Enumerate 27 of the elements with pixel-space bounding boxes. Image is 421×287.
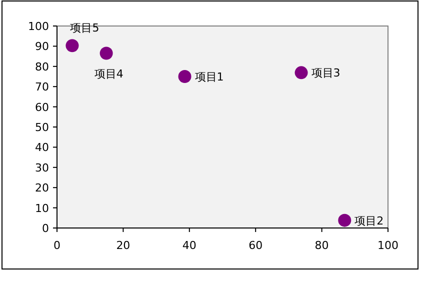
y-tick-label: 80 — [35, 60, 49, 74]
x-tick-label: 20 — [116, 239, 130, 252]
x-tick-label: 100 — [378, 239, 398, 252]
point — [100, 46, 113, 60]
point — [178, 70, 192, 83]
y-tick-label: 20 — [35, 182, 49, 195]
annotation: 项目3 — [311, 66, 340, 80]
y-tick-label: 0 — [42, 222, 49, 235]
y-tick-label: 100 — [28, 20, 49, 33]
y-tick-label: 10 — [35, 202, 49, 215]
x-tick-label: 0 — [54, 239, 60, 252]
x-tick-label: 80 — [314, 239, 329, 252]
x-tick-label: 60 — [248, 239, 263, 252]
x-tick-label: 40 — [182, 239, 196, 252]
y-tick-label: 30 — [35, 161, 49, 174]
annotation: 项目5 — [70, 22, 100, 35]
annotation: 项目1 — [194, 70, 224, 84]
y-tick-label: 40 — [35, 141, 49, 154]
y-tick-label: 60 — [35, 100, 49, 114]
annotation: 项目4 — [94, 67, 124, 80]
point — [338, 214, 352, 227]
y-tick-label: 50 — [35, 121, 49, 134]
y-tick-label: 70 — [35, 80, 49, 94]
point — [66, 39, 79, 52]
point — [294, 66, 308, 80]
y-tick-label: 90 — [35, 40, 49, 54]
annotation: 项目2 — [354, 214, 384, 228]
